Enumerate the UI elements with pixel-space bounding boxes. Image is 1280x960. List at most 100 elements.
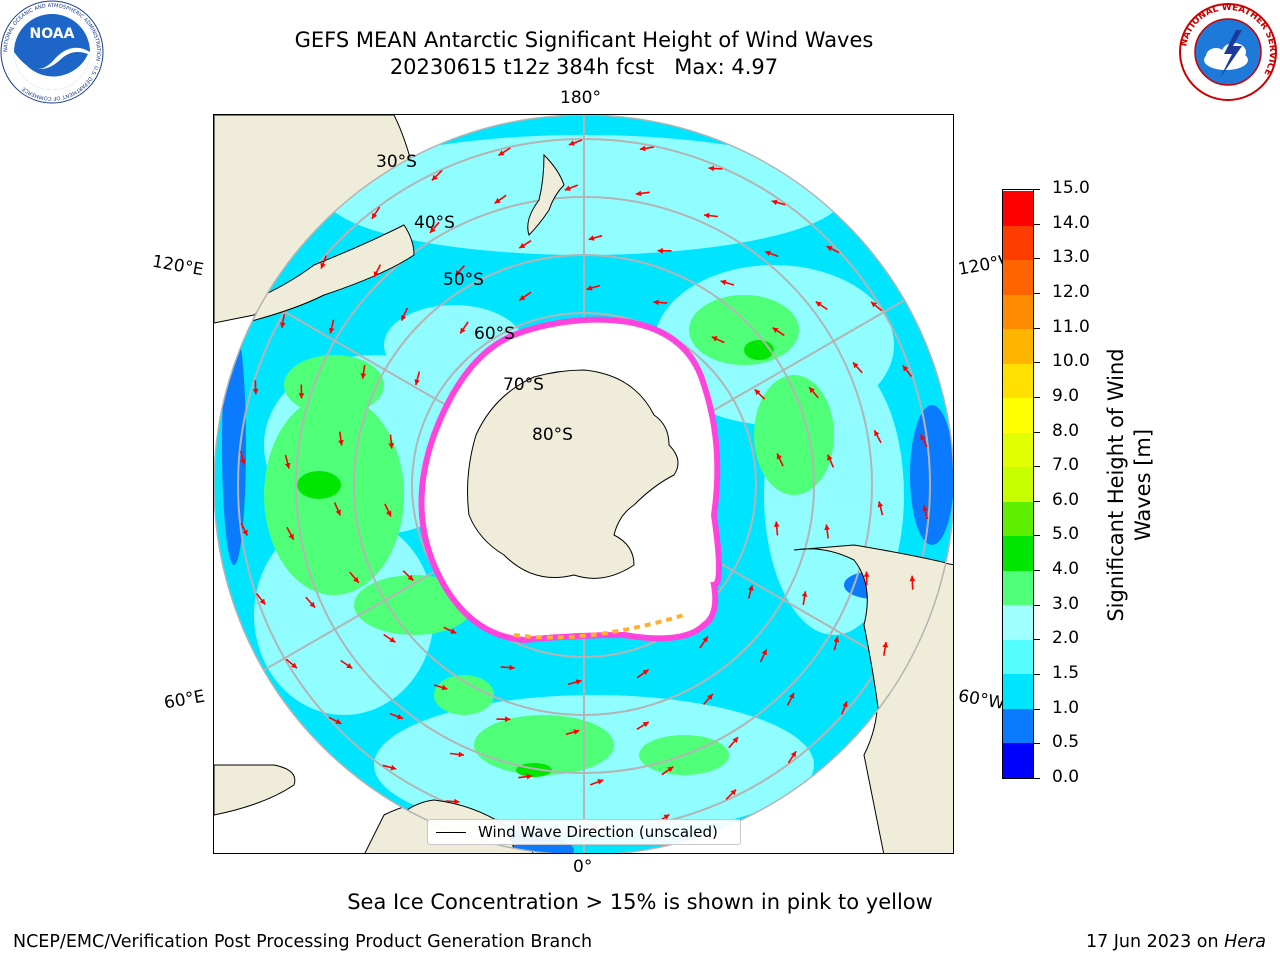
colorbar-tick-mark: [1034, 743, 1040, 745]
colorbar-tick-label: 15.0: [1052, 178, 1090, 198]
wave-direction-arrowhead: [338, 439, 344, 446]
legend-label: Wind Wave Direction (unscaled): [478, 823, 718, 841]
wave-direction-arrowhead: [353, 576, 359, 583]
wave-direction-arrowhead: [450, 628, 457, 634]
colorbar-segment: [1003, 536, 1033, 571]
colorbar-tick-mark: [1034, 396, 1040, 398]
colorbar-tick-mark: [1034, 500, 1040, 502]
wave-direction-arrowhead: [909, 575, 916, 582]
lat-label-50s: 50°S: [443, 270, 484, 290]
colorbar-tick-label: 3.0: [1052, 593, 1080, 614]
lon-label-180: 180°: [560, 88, 601, 108]
wave-direction-arrowhead: [707, 694, 713, 700]
wave-direction-arrowhead: [653, 299, 659, 306]
map-panel: [213, 114, 954, 854]
wave-direction-arrowhead: [704, 212, 710, 219]
lat-label-30s: 30°S: [376, 152, 417, 172]
colorbar-segment: [1003, 294, 1033, 330]
colorbar-segment: [1003, 570, 1033, 606]
noaa-logo: NOAA NATIONAL OCEANIC AND ATMOSPHERIC AD…: [0, 0, 104, 104]
wave-direction-arrowhead: [882, 642, 889, 648]
wave-direction-arrowhead: [397, 714, 403, 720]
wave-direction-arrowhead: [568, 140, 575, 146]
wave-direction-arrowhead: [776, 453, 782, 460]
wave-direction-arrowhead: [455, 270, 461, 276]
colorbar-tick-label: 9.0: [1052, 385, 1080, 406]
wave-direction-arrowhead: [711, 336, 718, 342]
noaa-logo-text: NOAA: [30, 26, 75, 42]
colorbar-tick-label: 1.5: [1052, 663, 1080, 684]
wave-direction-arrowhead: [360, 373, 367, 379]
colorbar-tick-label: 7.0: [1052, 455, 1080, 476]
antarctica: [467, 369, 679, 579]
lon-label-0: 0°: [573, 857, 593, 877]
wave-direction-arrowhead: [320, 262, 326, 269]
wave-direction-arrowhead: [871, 301, 877, 308]
wave-direction-arrowhead: [388, 443, 395, 449]
map-legend: Wind Wave Direction (unscaled): [427, 819, 741, 845]
wave-direction-arrowhead: [429, 227, 436, 233]
colorbar-segment: [1003, 501, 1033, 537]
wave-direction-arrowhead: [642, 669, 649, 676]
legend-line-swatch: [436, 832, 466, 833]
wave-direction-arrowhead: [252, 388, 259, 395]
colorbar-segment: [1003, 639, 1033, 675]
wave-direction-arrowhead: [761, 649, 767, 656]
colorbar-tick-label: 10.0: [1052, 351, 1090, 372]
wave-direction-arrowhead: [279, 322, 286, 328]
colorbar-tick-mark: [1034, 535, 1040, 537]
wave-direction-arrowhead: [863, 571, 870, 577]
wave-direction-arrowhead: [720, 279, 727, 286]
wave-direction-arrowhead: [259, 598, 266, 605]
lat-label-70s: 70°S: [503, 375, 544, 395]
colorbar-tick-label: 6.0: [1052, 489, 1080, 510]
lon-label-120e: 120°E: [150, 251, 206, 281]
wave-direction-arrowhead: [597, 779, 604, 785]
footer-credit: NCEP/EMC/Verification Post Processing Pr…: [13, 932, 593, 952]
colorbar-segment: [1003, 467, 1033, 502]
wave-direction-arrowhead: [519, 242, 526, 249]
wave-direction-arrowhead: [708, 165, 714, 172]
wave-direction-arrowhead: [407, 574, 414, 581]
colorbar-label-line2: Waves [m]: [1131, 428, 1155, 542]
footer-host: Hera: [1224, 932, 1266, 952]
colorbar-tick-mark: [1034, 708, 1040, 710]
wave-direction-arrowhead: [809, 387, 815, 394]
colorbar-segment: [1003, 191, 1033, 226]
colorbar-tick-mark: [1034, 570, 1040, 572]
wave-direction-arrowhead: [827, 454, 833, 461]
wave-direction-arrowhead: [240, 458, 246, 465]
wave-direction-arrowhead: [573, 729, 580, 735]
colorbar-label: Significant Height of Wind Waves [m]: [1103, 348, 1157, 621]
wave-direction-arrowhead: [498, 150, 505, 156]
wave-direction-arrowhead: [801, 591, 808, 597]
wave-direction-arrowhead: [877, 501, 884, 508]
wave-direction-arrowhead: [773, 521, 780, 527]
wave-direction-arrowhead: [902, 365, 909, 372]
colorbar-tick-label: 8.0: [1052, 420, 1080, 441]
colorbar: [1002, 189, 1034, 779]
wave-direction-arrowhead: [401, 314, 407, 321]
colorbar-segment: [1003, 605, 1033, 640]
colorbar-tick-mark: [1034, 258, 1040, 260]
colorbar-tick-label: 1.0: [1052, 697, 1080, 718]
sea-ice-caption: Sea Ice Concentration > 15% is shown in …: [347, 890, 933, 914]
colorbar-segment: [1003, 329, 1033, 364]
wave-direction-arrowhead: [920, 434, 926, 441]
wave-direction-arrowhead: [754, 389, 761, 396]
colorbar-segment: [1003, 708, 1033, 744]
colorbar-tick-label: 0.0: [1052, 767, 1080, 787]
lon-label-120w: 120°W: [956, 252, 1006, 280]
lat-label-40s: 40°S: [414, 213, 455, 233]
colorbar-tick-mark: [1034, 674, 1040, 676]
wave-direction-arrowhead: [772, 327, 779, 333]
wave-direction-arrowhead: [526, 773, 533, 780]
lat-label-80s: 80°S: [532, 425, 573, 445]
wave-direction-arrowhead: [635, 190, 642, 197]
wave-direction-arrowhead: [371, 212, 378, 219]
wave-direction-arrowhead: [564, 185, 571, 191]
wave-direction-arrowhead: [815, 301, 822, 307]
wave-direction-arrowhead: [373, 271, 379, 278]
wave-direction-arrowhead: [414, 379, 420, 385]
wave-direction-arrowhead: [309, 601, 316, 608]
